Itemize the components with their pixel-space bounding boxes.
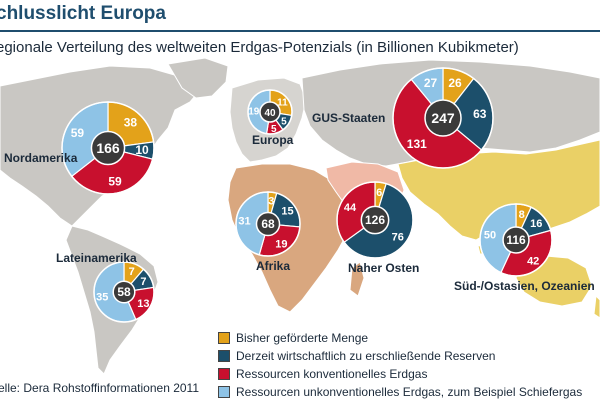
pie-center-naher-osten	[360, 205, 390, 235]
chart-title: chlusslicht Europa	[0, 3, 166, 24]
chart-subtitle: egionale Verteilung des weltweiten Erdga…	[0, 39, 519, 56]
pie-outline-gus-staaten	[392, 67, 494, 169]
pie-outline-europa	[247, 89, 293, 135]
region-label-sued-ostasien-ozeanien: Süd-/Ostasien, Ozeanien	[454, 279, 595, 293]
pie-europa: 11 55 19 40 Europa	[247, 89, 294, 147]
pie-total-label-europa: 40	[264, 108, 276, 119]
pie-value-label-gus-staaten-unconventional: 27	[424, 76, 438, 90]
region-label-naher-osten: Naher Osten	[348, 261, 419, 275]
legend-swatch-reserves	[218, 350, 230, 362]
pie-value-label-europa-conventional: 5	[271, 124, 277, 135]
pie-center-lateinamerika	[112, 280, 136, 304]
region-label-europa: Europa	[252, 133, 294, 147]
legend-item-unconventional: Ressourcen unkonventionelles Erdgas, zum…	[218, 384, 582, 400]
source-note: elle: Dera Rohstoffinformationen 2011	[0, 381, 200, 395]
pie-value-label-naher-osten-conventional: 44	[344, 202, 357, 214]
pie-total-label-gus-staaten: 247	[431, 110, 455, 126]
legend-item-reserves: Derzeit wirtschaftlich zu erschließende …	[218, 348, 582, 364]
pie-total-label-lateinamerika: 58	[117, 285, 131, 299]
legend-label-produced: Bisher geförderte Menge	[236, 331, 369, 345]
pie-center-europa	[259, 101, 281, 123]
pie-center-gus-staaten	[424, 99, 462, 137]
pie-value-label-sued-ostasien-ozeanien-reserves: 16	[530, 218, 542, 230]
pie-value-label-europa-produced: 11	[277, 97, 288, 108]
pie-center-sued-ostasien-ozeanien	[502, 226, 530, 254]
pie-value-label-afrika-produced: 3	[268, 196, 274, 208]
pie-center-nordamerika	[90, 130, 126, 166]
legend: Bisher geförderte Menge Derzeit wirtscha…	[218, 330, 582, 402]
pie-value-label-nordamerika-unconventional: 59	[71, 126, 85, 140]
pie-value-label-afrika-unconventional: 31	[238, 216, 250, 228]
title-rule	[0, 30, 600, 32]
pie-value-label-gus-staaten-produced: 26	[448, 76, 462, 90]
pie-value-label-lateinamerika-reserves: 7	[140, 276, 146, 288]
pie-value-label-sued-ostasien-ozeanien-conventional: 42	[527, 255, 539, 267]
pie-value-label-nordamerika-reserves: 10	[135, 143, 149, 157]
pie-value-label-europa-unconventional: 19	[248, 107, 260, 118]
legend-item-produced: Bisher geförderte Menge	[218, 330, 582, 346]
legend-label-unconventional: Ressourcen unkonventionelles Erdgas, zum…	[236, 385, 583, 399]
legend-label-conventional: Ressourcen konventionelles Erdgas	[236, 367, 428, 381]
pie-total-label-sued-ostasien-ozeanien: 116	[506, 233, 526, 247]
legend-swatch-produced	[218, 332, 230, 344]
pie-nordamerika: 38 10 59 59 166 Nordamerika	[4, 101, 155, 195]
pie-value-label-sued-ostasien-ozeanien-unconventional: 50	[484, 229, 496, 241]
region-label-nordamerika: Nordamerika	[4, 151, 78, 165]
pie-lateinamerika: 77 13 35 58 Lateinamerika	[56, 251, 155, 323]
pie-outline-nordamerika	[61, 101, 155, 195]
pie-value-label-nordamerika-produced: 38	[124, 115, 138, 129]
pie-outline-sued-ostasien-ozeanien	[479, 203, 553, 277]
pie-total-label-afrika: 68	[261, 217, 275, 231]
pie-value-label-lateinamerika-unconventional: 35	[96, 292, 108, 304]
legend-swatch-unconventional	[218, 386, 230, 398]
pie-value-label-afrika-reserves: 15	[281, 206, 293, 218]
pie-value-label-gus-staaten-conventional: 131	[407, 137, 427, 151]
pie-gus-staaten: 26 63 131 27 247 GUS-Staaten	[312, 67, 494, 169]
pie-sued-ostasien-ozeanien: 8 16 42 50 116 Süd-/Ostasien, Ozeanien	[454, 203, 595, 293]
region-label-gus-staaten: GUS-Staaten	[312, 111, 385, 125]
region-label-lateinamerika: Lateinamerika	[56, 251, 137, 265]
pie-outline-afrika	[235, 191, 301, 257]
legend-swatch-conventional	[218, 368, 230, 380]
pie-afrika: 3 15 19 31 68 Afrika	[235, 191, 301, 273]
pie-outline-naher-osten	[336, 181, 414, 259]
pie-value-label-europa-reserves: 5	[281, 117, 287, 128]
pie-value-label-naher-osten-reserves: 76	[392, 231, 404, 243]
landmass-new-zealand	[593, 294, 600, 319]
pie-total-label-nordamerika: 166	[96, 140, 120, 156]
pie-value-label-gus-staaten-reserves: 63	[473, 107, 487, 121]
pie-total-label-naher-osten: 126	[365, 213, 385, 227]
pie-naher-osten: 6 76 44 126 Naher Osten	[336, 181, 419, 275]
pie-value-label-lateinamerika-conventional: 13	[137, 298, 149, 310]
landmass-greenland	[167, 57, 229, 99]
pie-value-label-nordamerika-conventional: 59	[108, 174, 122, 188]
landmass-madagascar	[349, 261, 365, 297]
region-label-afrika: Afrika	[256, 259, 290, 273]
legend-item-conventional: Ressourcen konventionelles Erdgas	[218, 366, 582, 382]
pie-center-afrika	[255, 211, 281, 237]
pie-value-label-sued-ostasien-ozeanien-produced: 8	[519, 209, 525, 221]
pie-value-label-afrika-conventional: 19	[275, 239, 287, 251]
pie-outline-lateinamerika	[93, 261, 155, 323]
pie-value-label-lateinamerika-produced: 7	[129, 266, 135, 278]
pie-value-label-naher-osten-produced: 6	[376, 187, 382, 199]
legend-label-reserves: Derzeit wirtschaftlich zu erschließende …	[236, 349, 496, 363]
